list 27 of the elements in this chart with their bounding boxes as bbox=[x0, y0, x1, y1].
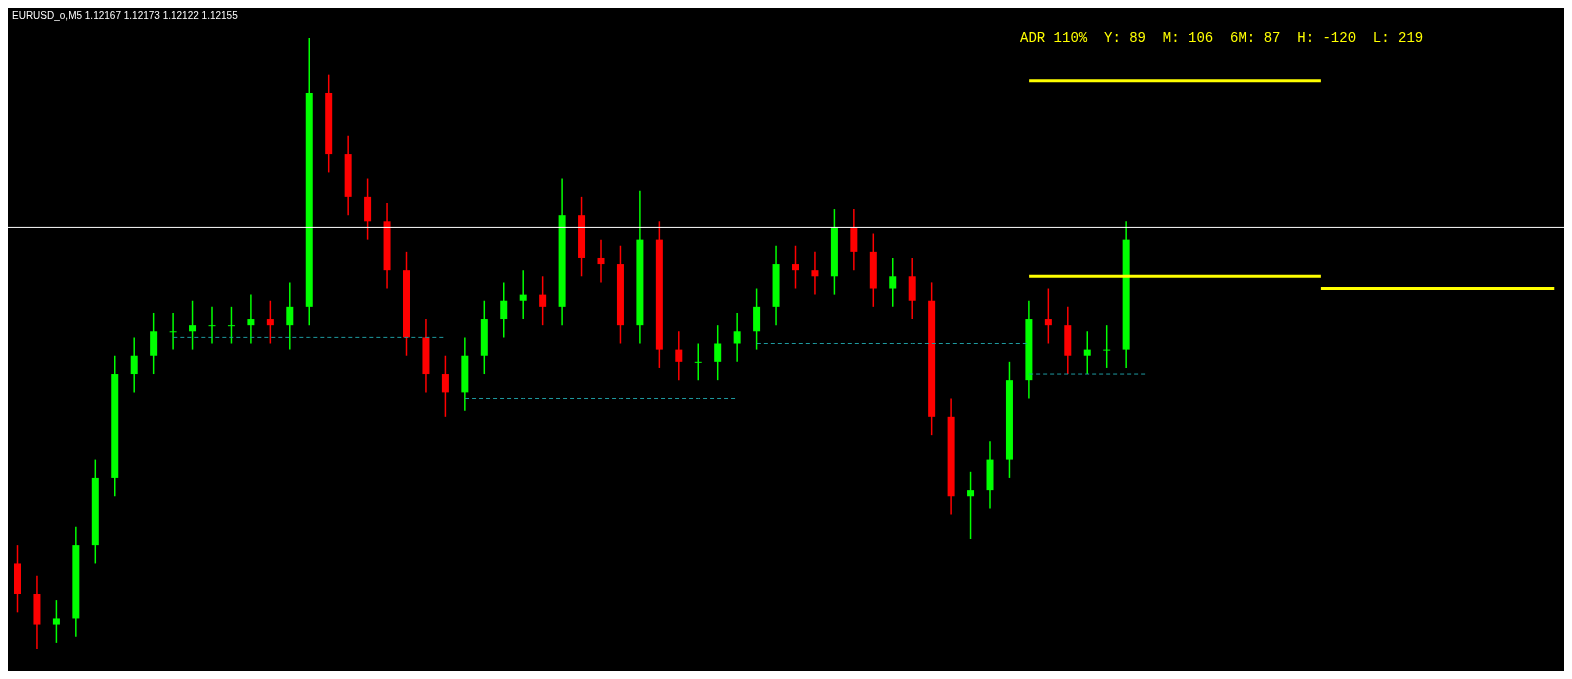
candlestick bbox=[266, 299, 274, 345]
candlestick bbox=[189, 299, 197, 351]
candlestick bbox=[792, 244, 799, 290]
candlestick bbox=[130, 336, 138, 394]
candlestick bbox=[714, 324, 722, 381]
candlestick bbox=[247, 293, 255, 345]
candlestick bbox=[1083, 330, 1091, 375]
candlestick bbox=[1044, 287, 1052, 345]
candlestick bbox=[811, 251, 819, 296]
candlestick bbox=[169, 312, 177, 351]
candlestick bbox=[675, 330, 683, 381]
candlestick bbox=[500, 281, 508, 339]
candlestick bbox=[597, 238, 605, 284]
candlestick bbox=[539, 275, 547, 326]
chart-title: EURUSD_o,M5 1.12167 1.12173 1.12122 1.12155 bbox=[12, 10, 238, 21]
candlestick bbox=[889, 257, 897, 308]
candlestick bbox=[694, 342, 702, 381]
annotation: ADR 110% Y: 89 M: 106 6M: 87 H: -120 L: 219 bbox=[1020, 30, 1424, 46]
candlestick bbox=[52, 599, 60, 644]
candlestick bbox=[441, 354, 449, 418]
candlestick bbox=[227, 306, 235, 345]
candlestick bbox=[967, 471, 975, 540]
candlestick bbox=[208, 306, 216, 345]
candlestick bbox=[519, 269, 527, 320]
candlestick bbox=[286, 281, 294, 351]
candlestick bbox=[1103, 324, 1111, 369]
candlestick bbox=[733, 312, 741, 363]
